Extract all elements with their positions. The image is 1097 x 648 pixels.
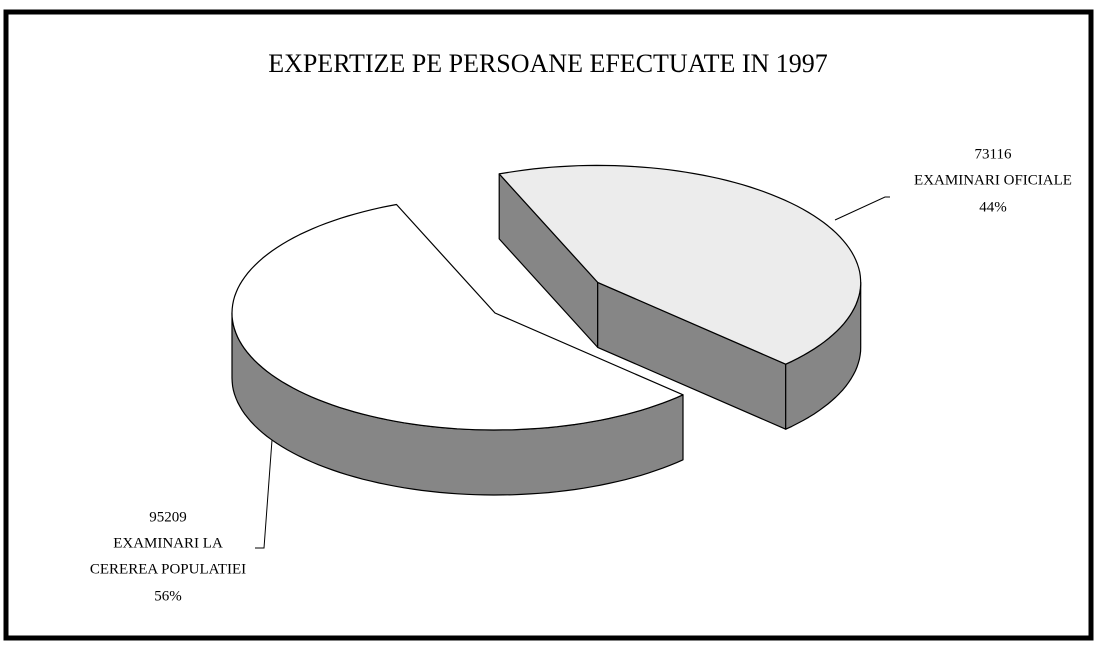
- slice: [498, 164, 862, 365]
- data-label: 73116: [975, 146, 1012, 162]
- data-label: 95209: [149, 509, 187, 525]
- category-label: EXAMINARI LA: [113, 535, 223, 551]
- chart-border: [3, 9, 1094, 641]
- category-label: EXAMINARI OFICIALE: [914, 172, 1072, 188]
- percent-label: 44%: [979, 199, 1007, 215]
- chart-title: EXPERTIZE PE PERSOANE EFECTUATE IN 1997: [268, 49, 828, 78]
- slice: [231, 203, 684, 431]
- leader-line: [834, 196, 890, 221]
- leader-line: [255, 439, 273, 549]
- percent-label: 56%: [154, 588, 182, 604]
- category-label: CEREREA POPULATIEI: [90, 561, 246, 577]
